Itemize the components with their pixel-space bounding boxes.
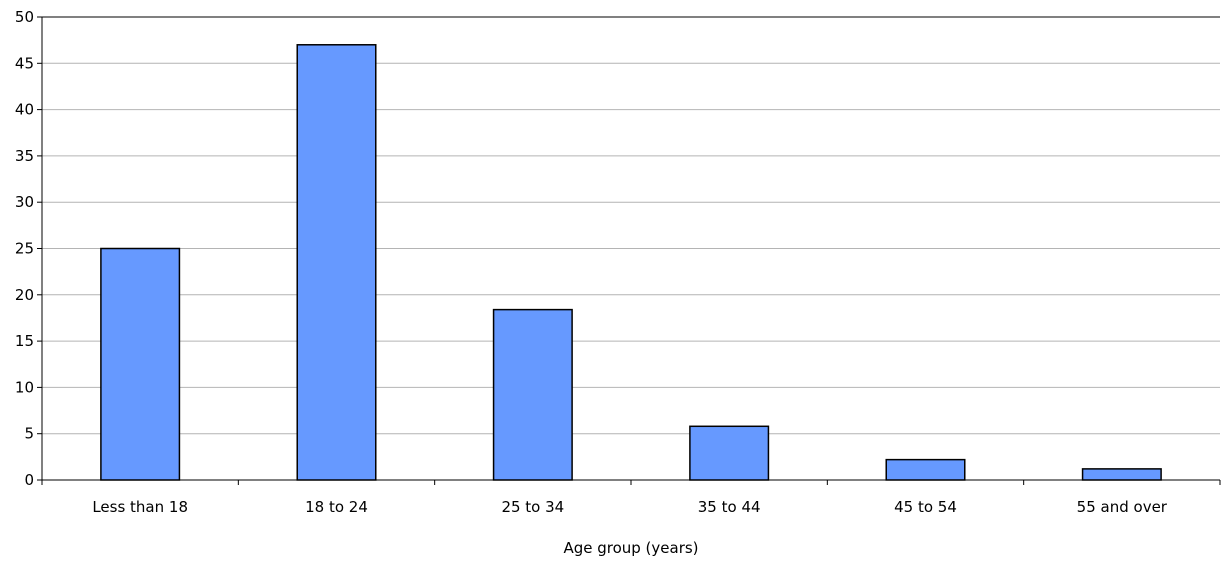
y-tick-label: 45 — [15, 54, 34, 72]
y-tick-label: 20 — [15, 286, 34, 304]
y-tick-label: 15 — [15, 332, 34, 350]
x-tick-labels: Less than 18 18 to 24 25 to 34 35 to 44 45 t… — [92, 498, 1167, 516]
gridlines — [42, 16, 1220, 435]
y-tick-label: 5 — [24, 425, 34, 443]
y-tick-label: 30 — [15, 193, 34, 211]
x-tick-label: 35 to 44 — [698, 498, 761, 516]
bar — [296, 44, 377, 481]
bar — [100, 247, 181, 481]
x-tick-label: 55 and over — [1077, 498, 1168, 516]
x-tick-label: 18 to 24 — [305, 498, 368, 516]
bar — [885, 458, 966, 481]
y-tick-label: 10 — [15, 378, 34, 396]
y-tick-label: 35 — [15, 147, 34, 165]
x-tick-label: 25 to 34 — [501, 498, 564, 516]
y-tick-label: 25 — [15, 240, 34, 258]
axes — [37, 16, 1221, 485]
y-tick-label: 40 — [15, 101, 34, 119]
y-tick-labels: 0 5 10 15 20 25 30 35 40 45 50 — [15, 8, 34, 489]
bar — [1081, 468, 1162, 481]
y-tick-label: 0 — [24, 471, 34, 489]
x-tick-label: 45 to 54 — [894, 498, 957, 516]
bar — [689, 425, 770, 481]
x-axis-title: Age group (years) — [563, 539, 698, 557]
bar — [492, 308, 573, 481]
y-tick-label: 50 — [15, 8, 34, 26]
x-tick-label: Less than 18 — [92, 498, 188, 516]
